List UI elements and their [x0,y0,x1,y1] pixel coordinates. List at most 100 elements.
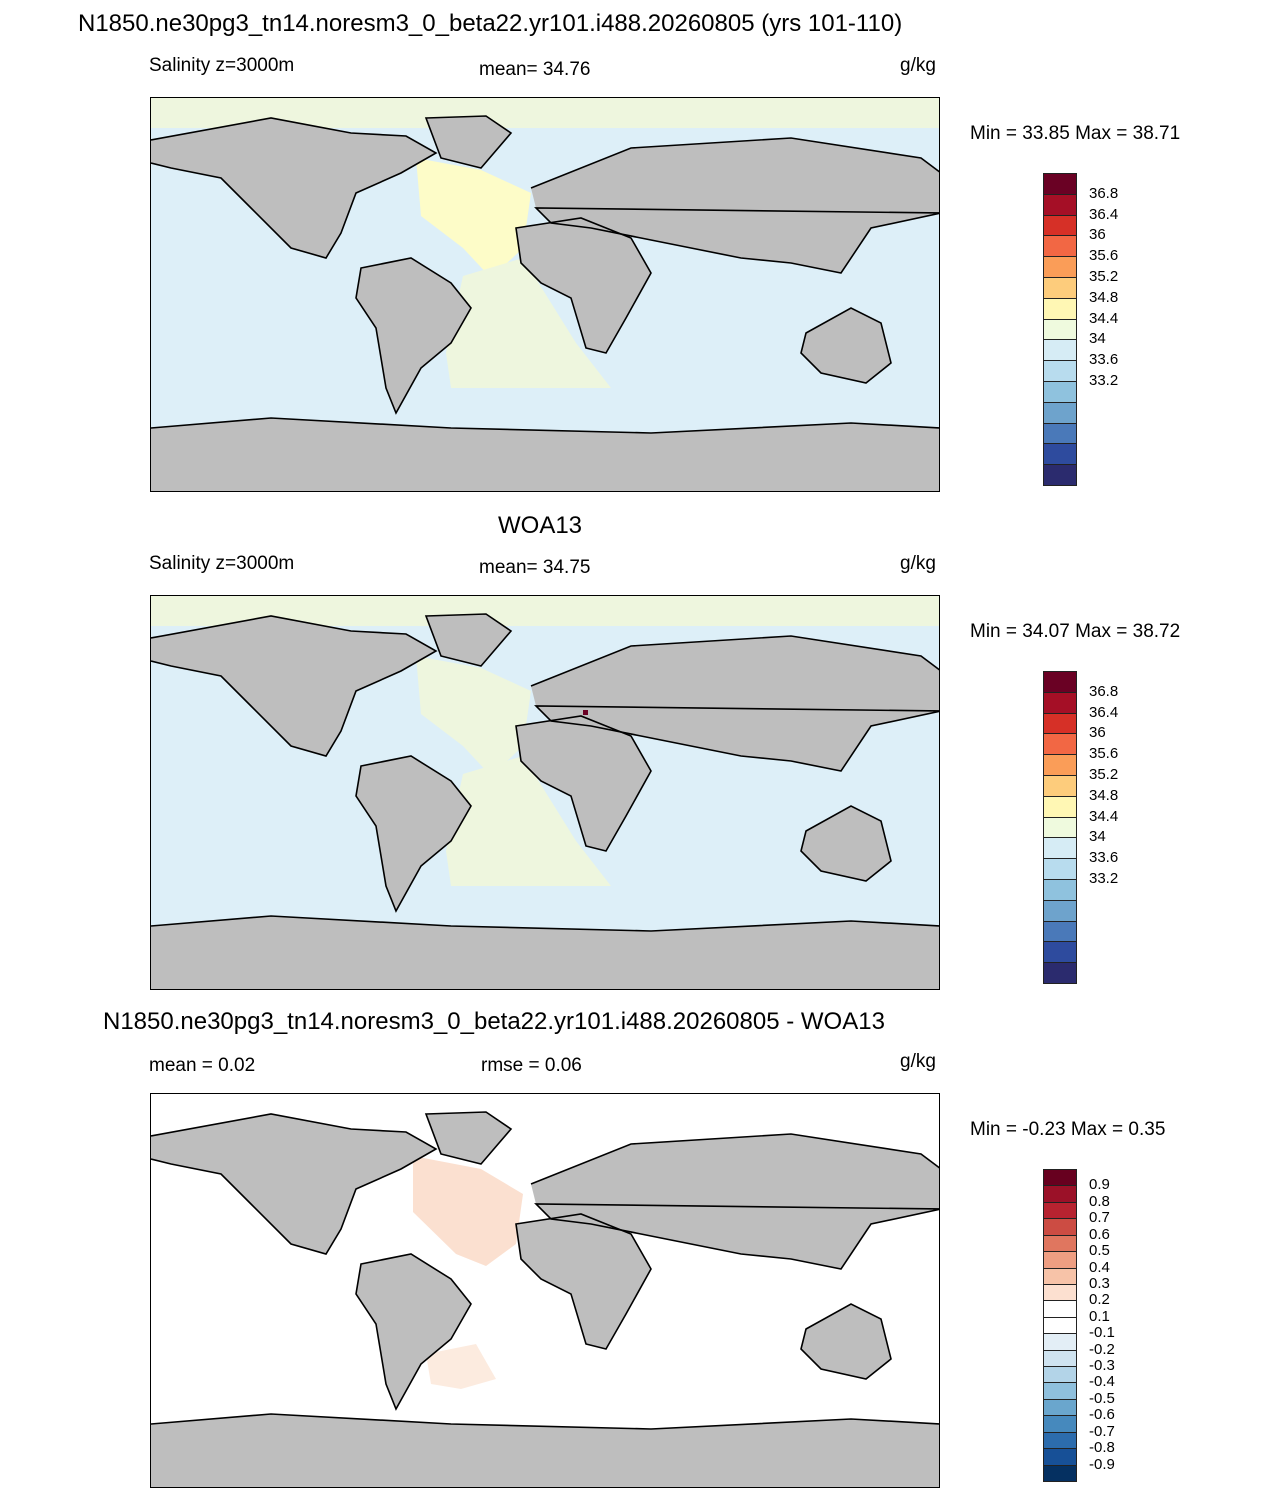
panel1-variable-label: Salinity z=3000m [149,55,295,76]
colorbar-label: -0.3 [1089,1357,1115,1375]
colorbar-box [1043,1366,1077,1384]
colorbar-label: -0.5 [1089,1389,1115,1407]
colorbar-label: 34 [1089,828,1106,846]
colorbar-box [1043,1185,1077,1203]
main-title: N1850.ne30pg3_tn14.noresm3_0_beta22.yr10… [78,10,903,37]
colorbar-box [1043,422,1077,445]
colorbar-box [1043,297,1077,320]
colorbar-box [1043,1349,1077,1368]
panel3-title: N1850.ne30pg3_tn14.noresm3_0_beta22.yr10… [103,1008,885,1035]
panel3-units-label: g/kg [900,1051,936,1072]
colorbar-box [1043,193,1077,216]
colorbar-box [1043,1201,1077,1220]
colorbar-label: 34.8 [1089,288,1119,306]
colorbar-box [1043,858,1077,880]
panel2-world-map-svg [151,596,939,989]
colorbar-box [1043,1234,1077,1253]
colorbar-label: 0.2 [1089,1291,1110,1309]
colorbar-box [1043,464,1077,486]
colorbar-box [1043,381,1077,403]
colorbar-label: -0.9 [1089,1455,1115,1473]
colorbar-label: 34.8 [1089,786,1119,804]
colorbar-box [1043,733,1077,756]
colorbar-label: 0.9 [1089,1176,1110,1194]
colorbar-box [1043,691,1077,714]
colorbar-box [1043,401,1077,424]
colorbar-box [1043,879,1077,901]
mediterranean-high-salinity-spot [583,710,588,715]
colorbar-label: 33.6 [1089,351,1119,369]
panel2-map [150,595,940,990]
colorbar-label: 36 [1089,226,1106,244]
panel3-map [150,1093,940,1488]
colorbar-box [1043,1300,1077,1318]
colorbar-box [1043,1448,1077,1466]
colorbar-label: 34 [1089,330,1106,348]
colorbar-label: 36.8 [1089,184,1119,202]
colorbar-box [1043,443,1077,466]
colorbar-box [1043,941,1077,964]
colorbar-label: 0.8 [1089,1192,1110,1210]
colorbar-box [1043,1169,1077,1187]
colorbar-label: 0.7 [1089,1209,1110,1227]
panel1-units-label: g/kg [900,55,936,76]
colorbar-box [1043,339,1077,362]
colorbar-box [1043,795,1077,818]
colorbar-box [1043,256,1077,278]
colorbar-box [1043,1283,1077,1302]
panel3-rmse-label: rmse = 0.06 [481,1055,582,1076]
colorbar-label: 33.2 [1089,870,1119,887]
panel3-min-max: Min = -0.23 Max = 0.35 [970,1119,1166,1140]
colorbar-box [1043,1415,1077,1433]
colorbar-box [1043,1316,1077,1335]
colorbar-label: 0.4 [1089,1258,1110,1276]
colorbar-label: -0.6 [1089,1406,1115,1424]
panel2-title: WOA13 [498,512,583,539]
colorbar-box [1043,1333,1077,1351]
colorbar-box [1043,816,1077,839]
colorbar-label: 36.4 [1089,703,1119,721]
colorbar-box [1043,899,1077,922]
panel2-colorbar: 36.8 36.4 36 35.6 35.2 34.8 34.4 34 33.6 33.2 [1043,671,1118,984]
colorbar-label: 36 [1089,724,1106,742]
panel1-map [150,97,940,492]
colorbar-label: 35.6 [1089,247,1119,265]
colorbar-box [1043,775,1077,797]
colorbar-box [1043,754,1077,776]
colorbar-label: 0.1 [1089,1307,1110,1325]
colorbar-box [1043,1398,1077,1417]
colorbar-label: 0.5 [1089,1242,1110,1260]
colorbar-box [1043,235,1077,258]
panel2-variable-label: Salinity z=3000m [149,553,295,574]
colorbar-box [1043,920,1077,943]
panel1-colorbar: 36.8 36.4 36 35.6 35.2 34.8 34.4 34 33.6 33.2 [1043,173,1118,486]
colorbar-label: 33.6 [1089,849,1119,867]
colorbar-label: 34.4 [1089,309,1119,327]
colorbar-box [1043,1251,1077,1269]
colorbar-label: 36.8 [1089,682,1119,700]
colorbar-box [1043,1267,1077,1285]
colorbar-box [1043,962,1077,984]
colorbar-label: 36.4 [1089,205,1119,223]
colorbar-box [1043,214,1077,237]
panel1-world-map-svg [151,98,939,491]
colorbar-box [1043,837,1077,860]
colorbar-label: 0.6 [1089,1225,1110,1243]
colorbar-box [1043,712,1077,735]
colorbar-box [1043,277,1077,299]
panel2-min-max: Min = 34.07 Max = 38.72 [970,621,1181,642]
colorbar-label: -0.2 [1089,1340,1115,1358]
colorbar-label: 33.2 [1089,372,1119,389]
colorbar-box [1043,318,1077,341]
colorbar-label: -0.4 [1089,1373,1115,1391]
colorbar-box [1043,1218,1077,1236]
colorbar-label: 34.4 [1089,807,1119,825]
colorbar-box [1043,1431,1077,1450]
colorbar-box [1043,360,1077,382]
colorbar-box [1043,173,1077,195]
colorbar-label: -0.7 [1089,1422,1115,1440]
colorbar-box [1043,671,1077,693]
colorbar-label: 0.3 [1089,1274,1110,1292]
panel3-mean-label: mean = 0.02 [149,1055,256,1076]
colorbar-label: -0.8 [1089,1439,1115,1457]
